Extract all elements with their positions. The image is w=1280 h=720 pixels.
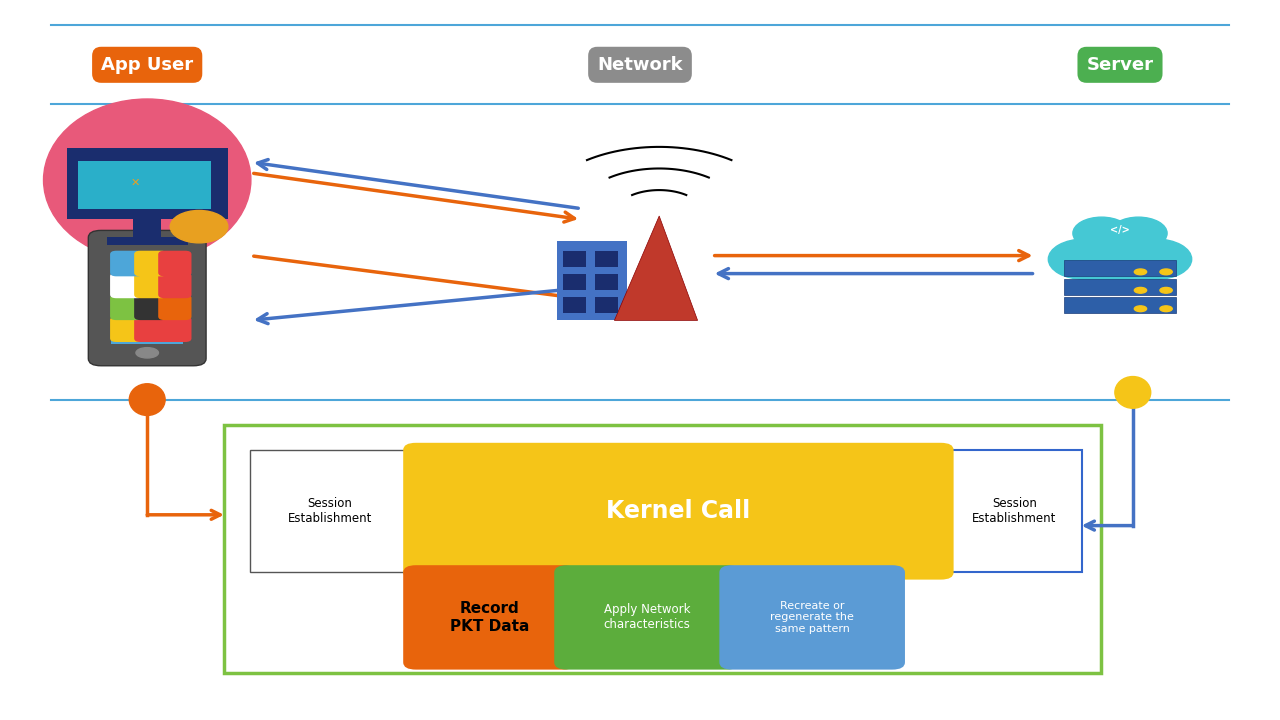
Ellipse shape — [1160, 306, 1172, 312]
FancyBboxPatch shape — [1064, 279, 1176, 295]
FancyBboxPatch shape — [134, 273, 168, 298]
Text: </>: </> — [1110, 225, 1130, 235]
Ellipse shape — [1048, 239, 1120, 279]
Ellipse shape — [1160, 287, 1172, 293]
FancyBboxPatch shape — [110, 316, 143, 342]
FancyBboxPatch shape — [134, 251, 168, 276]
FancyBboxPatch shape — [250, 450, 410, 572]
Ellipse shape — [170, 210, 228, 243]
FancyBboxPatch shape — [595, 274, 618, 290]
FancyBboxPatch shape — [159, 316, 192, 342]
FancyBboxPatch shape — [1064, 261, 1176, 276]
Text: Record
PKT Data: Record PKT Data — [449, 601, 530, 634]
FancyBboxPatch shape — [947, 450, 1082, 572]
FancyBboxPatch shape — [563, 274, 586, 290]
Text: Server: Server — [1087, 55, 1153, 73]
Ellipse shape — [1120, 239, 1192, 279]
FancyBboxPatch shape — [133, 216, 161, 238]
FancyBboxPatch shape — [595, 297, 618, 313]
FancyBboxPatch shape — [134, 316, 168, 342]
FancyBboxPatch shape — [1064, 297, 1176, 313]
FancyBboxPatch shape — [403, 443, 954, 580]
FancyBboxPatch shape — [88, 230, 206, 366]
FancyBboxPatch shape — [159, 273, 192, 298]
Text: ✕: ✕ — [131, 179, 141, 188]
Text: Session
Establishment: Session Establishment — [288, 498, 371, 525]
Ellipse shape — [1115, 377, 1151, 408]
Text: Apply Network
characteristics: Apply Network characteristics — [604, 603, 690, 631]
Ellipse shape — [129, 384, 165, 415]
FancyBboxPatch shape — [110, 273, 143, 298]
FancyBboxPatch shape — [108, 237, 188, 245]
Polygon shape — [614, 216, 698, 320]
FancyBboxPatch shape — [719, 565, 905, 670]
Ellipse shape — [1134, 269, 1147, 275]
FancyBboxPatch shape — [110, 294, 143, 320]
Text: App User: App User — [101, 55, 193, 73]
FancyBboxPatch shape — [563, 251, 586, 267]
FancyBboxPatch shape — [557, 241, 627, 320]
Text: Network: Network — [598, 55, 682, 73]
Ellipse shape — [1073, 217, 1130, 249]
Ellipse shape — [1134, 287, 1147, 293]
FancyBboxPatch shape — [111, 255, 183, 344]
Text: Kernel Call: Kernel Call — [607, 499, 750, 523]
FancyBboxPatch shape — [67, 148, 228, 219]
Text: Session
Establishment: Session Establishment — [973, 498, 1056, 525]
Ellipse shape — [136, 348, 159, 358]
FancyBboxPatch shape — [110, 251, 143, 276]
Ellipse shape — [1160, 269, 1172, 275]
Ellipse shape — [44, 99, 251, 261]
FancyBboxPatch shape — [403, 565, 576, 670]
Ellipse shape — [1134, 306, 1147, 312]
Ellipse shape — [1110, 217, 1167, 249]
FancyBboxPatch shape — [78, 161, 210, 209]
FancyBboxPatch shape — [554, 565, 740, 670]
Ellipse shape — [1069, 230, 1171, 288]
Text: Recreate or
regenerate the
same pattern: Recreate or regenerate the same pattern — [771, 600, 854, 634]
FancyBboxPatch shape — [134, 294, 168, 320]
FancyBboxPatch shape — [159, 294, 192, 320]
FancyBboxPatch shape — [563, 297, 586, 313]
FancyBboxPatch shape — [159, 251, 192, 276]
FancyBboxPatch shape — [595, 251, 618, 267]
